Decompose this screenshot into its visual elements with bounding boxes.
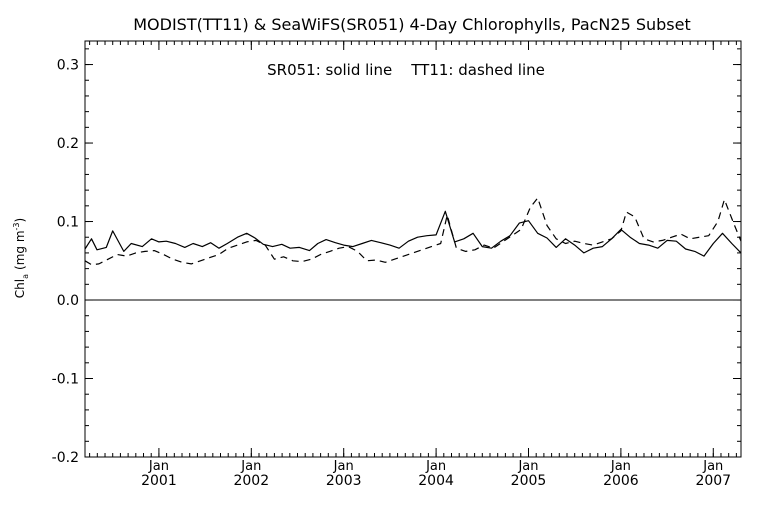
series-sr051-line xyxy=(84,210,742,257)
y-tick-label: 0.1 xyxy=(57,215,79,231)
x-tick-month: Jan xyxy=(240,459,261,474)
y-axis-label-close: ) xyxy=(13,218,27,223)
series-tt11-line xyxy=(84,197,742,266)
x-tick-month: Jan xyxy=(517,459,538,474)
y-tick-label: -0.2 xyxy=(52,450,79,466)
axis-ticks: -0.2-0.10.00.10.20.3Jan2001Jan2002Jan200… xyxy=(52,41,741,489)
y-tick-label: 0.0 xyxy=(57,293,79,309)
y-axis-label: Chla (mg m-3) xyxy=(12,218,30,298)
y-axis-label-exp: -3 xyxy=(12,222,21,230)
chart-title: MODIST(TT11) & SeaWiFS(SR051) 4-Day Chlo… xyxy=(133,15,691,34)
y-tick-label: -0.1 xyxy=(52,372,79,388)
x-tick-year: 2001 xyxy=(141,473,177,489)
x-tick-month: Jan xyxy=(702,459,723,474)
x-tick-year: 2007 xyxy=(695,473,731,489)
plot-frame xyxy=(84,40,742,458)
y-axis-label-unit: (mg m xyxy=(13,230,27,270)
chart-annotation: SR051: solid line TT11: dashed line xyxy=(267,61,545,79)
y-tick-label: 0.2 xyxy=(57,136,79,152)
x-tick-year: 2002 xyxy=(233,473,269,489)
x-tick-month: Jan xyxy=(425,459,446,474)
series-layer xyxy=(84,197,742,266)
x-tick-month: Jan xyxy=(148,459,169,474)
x-tick-month: Jan xyxy=(333,459,354,474)
x-tick-year: 2003 xyxy=(326,473,362,489)
x-tick-year: 2005 xyxy=(511,473,547,489)
x-tick-month: Jan xyxy=(610,459,631,474)
x-tick-year: 2006 xyxy=(603,473,639,489)
y-axis-label-main: Chl xyxy=(13,279,27,298)
y-axis-label-sub: a xyxy=(21,274,30,279)
x-tick-year: 2004 xyxy=(418,473,454,489)
y-tick-label: 0.3 xyxy=(57,58,79,74)
